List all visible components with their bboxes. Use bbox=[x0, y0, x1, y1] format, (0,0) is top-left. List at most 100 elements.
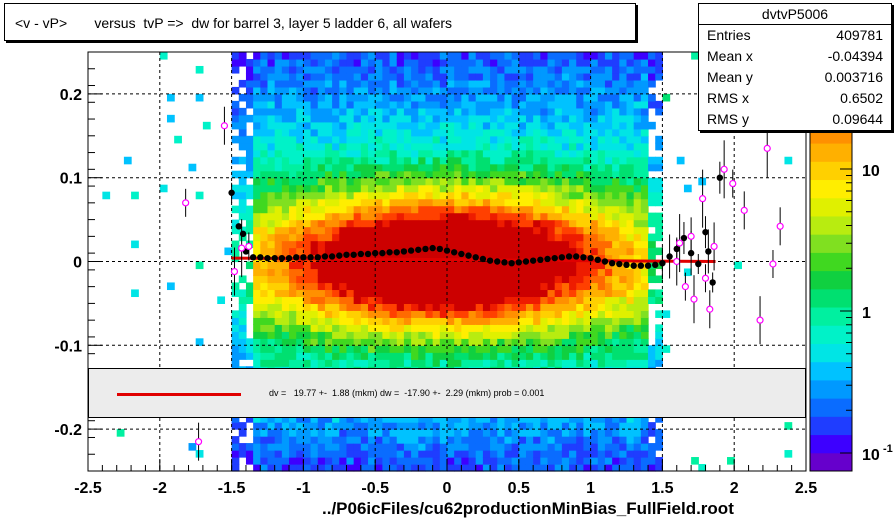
palette-swatch bbox=[810, 234, 852, 253]
y-tick-label: 0 bbox=[73, 255, 82, 272]
profile-point-open bbox=[720, 165, 728, 173]
profile-point-black bbox=[422, 245, 429, 253]
palette-swatch bbox=[810, 343, 852, 363]
palette-swatch bbox=[810, 361, 852, 381]
palette-swatch bbox=[810, 252, 852, 272]
profile-point-black bbox=[508, 259, 515, 267]
y-tick-label: 0.1 bbox=[60, 171, 82, 188]
profile-point-black bbox=[228, 189, 235, 196]
profile-point-black bbox=[652, 261, 659, 269]
x-tick-label: -0.5 bbox=[361, 480, 389, 497]
profile-point-black bbox=[522, 258, 530, 265]
x-tick-label: -1 bbox=[296, 480, 310, 497]
profile-point-black bbox=[551, 254, 558, 262]
profile-point-open bbox=[182, 199, 190, 207]
x-tick-label: -2.5 bbox=[74, 480, 102, 497]
stats-row-mean-x: Mean x -0.04394 bbox=[699, 46, 891, 67]
profile-point-black bbox=[486, 257, 494, 264]
profile-points bbox=[182, 106, 784, 461]
profile-point-black bbox=[644, 262, 652, 269]
palette-swatch bbox=[810, 452, 852, 472]
stats-key: Mean x bbox=[707, 48, 753, 64]
profile-point-black bbox=[372, 249, 379, 257]
profile-point-black bbox=[558, 254, 566, 261]
profile-point-open bbox=[673, 257, 681, 266]
palette-swatch bbox=[810, 398, 852, 417]
x-tick-label: 1 bbox=[586, 480, 595, 497]
profile-point-black bbox=[386, 249, 393, 256]
stats-value: -0.04394 bbox=[827, 48, 883, 64]
profile-point-black bbox=[616, 260, 623, 268]
stats-row-rms-y: RMS y 0.09644 bbox=[699, 109, 891, 130]
profile-point-black bbox=[328, 253, 336, 260]
profile-point-black bbox=[436, 245, 444, 253]
palette-swatch bbox=[810, 325, 852, 344]
profile-point-black bbox=[257, 254, 264, 261]
profile-point-black bbox=[300, 254, 307, 261]
profile-point-open bbox=[763, 144, 771, 152]
profile-point-open bbox=[690, 295, 698, 303]
stats-key: Mean y bbox=[707, 69, 753, 85]
profile-point-open bbox=[687, 232, 695, 240]
profile-point-black bbox=[321, 253, 329, 260]
palette-tick-exponent: -1 bbox=[883, 443, 893, 455]
profile-point-black bbox=[472, 254, 479, 261]
profile-point-open bbox=[676, 239, 684, 247]
profile-point-open bbox=[710, 242, 718, 251]
palette-swatch bbox=[810, 179, 852, 199]
profile-point-black bbox=[565, 253, 573, 260]
profile-point-black bbox=[429, 244, 436, 252]
profile-point-black bbox=[400, 248, 408, 255]
palette-swatch bbox=[810, 288, 852, 308]
profile-point-open bbox=[756, 316, 764, 324]
profile-point-black bbox=[623, 261, 630, 269]
profile-point-open bbox=[194, 438, 203, 446]
palette-swatch bbox=[810, 416, 852, 436]
profile-point-black bbox=[336, 252, 343, 259]
profile-point-black bbox=[716, 174, 724, 181]
palette-swatch bbox=[810, 270, 852, 290]
profile-point-black bbox=[249, 254, 257, 261]
stats-value: 409781 bbox=[836, 27, 883, 43]
fit-legend-line bbox=[117, 393, 241, 396]
profile-point-black bbox=[343, 251, 350, 258]
profile-point-black bbox=[450, 249, 458, 256]
profile-point-black bbox=[264, 254, 271, 262]
palette-tick-label: 1 bbox=[862, 305, 871, 322]
profile-point-black bbox=[364, 250, 372, 258]
x-tick-label: 1.5 bbox=[651, 480, 673, 497]
palette-tick-label: 10 bbox=[862, 447, 880, 464]
profile-point-black bbox=[307, 254, 314, 261]
profile-point-open bbox=[230, 267, 239, 276]
profile-point-open bbox=[238, 244, 246, 252]
profile-point-black bbox=[537, 256, 544, 264]
profile-point-black bbox=[458, 250, 465, 258]
profile-point-black bbox=[515, 259, 522, 266]
x-tick-label: -1.5 bbox=[218, 480, 246, 497]
x-tick-label: 0.5 bbox=[508, 480, 530, 497]
fit-legend-text: dv = 19.77 +- 1.88 (mkm) dw = -17.90 +- … bbox=[269, 388, 545, 398]
profile-point-open bbox=[681, 283, 689, 291]
stats-row-rms-x: RMS x 0.6502 bbox=[699, 88, 891, 109]
x-tick-label: 0 bbox=[443, 480, 452, 497]
axis-ticks: -2.5 -2 -1.5 -1 -0.5 0 0.5 1 1.5 2 2.5 0.2 0.1 0 -0.1 -… bbox=[54, 51, 817, 497]
profile-point-black bbox=[393, 249, 400, 256]
stats-value: 0.09644 bbox=[832, 111, 883, 127]
x-tick-label: -2 bbox=[153, 480, 167, 497]
profile-point-black bbox=[594, 256, 601, 264]
profile-point-black bbox=[443, 247, 451, 254]
profile-point-black bbox=[350, 251, 357, 258]
profile-point-open bbox=[701, 274, 710, 282]
y-tick-label: 0.2 bbox=[60, 87, 82, 104]
palette-swatch bbox=[810, 143, 852, 162]
profile-point-black bbox=[293, 254, 300, 261]
x-tick-label: 2 bbox=[730, 480, 739, 497]
profile-point-black bbox=[601, 258, 609, 265]
profile-point-black bbox=[587, 254, 594, 262]
profile-point-open bbox=[769, 260, 777, 268]
x-axis-title: ../P06icFiles/cu62productionMinBias_Full… bbox=[322, 499, 734, 518]
profile-point-open bbox=[776, 222, 784, 230]
profile-point-black bbox=[494, 258, 501, 265]
stats-row-entries: Entries 409781 bbox=[699, 25, 891, 46]
profile-point-black bbox=[239, 230, 247, 238]
